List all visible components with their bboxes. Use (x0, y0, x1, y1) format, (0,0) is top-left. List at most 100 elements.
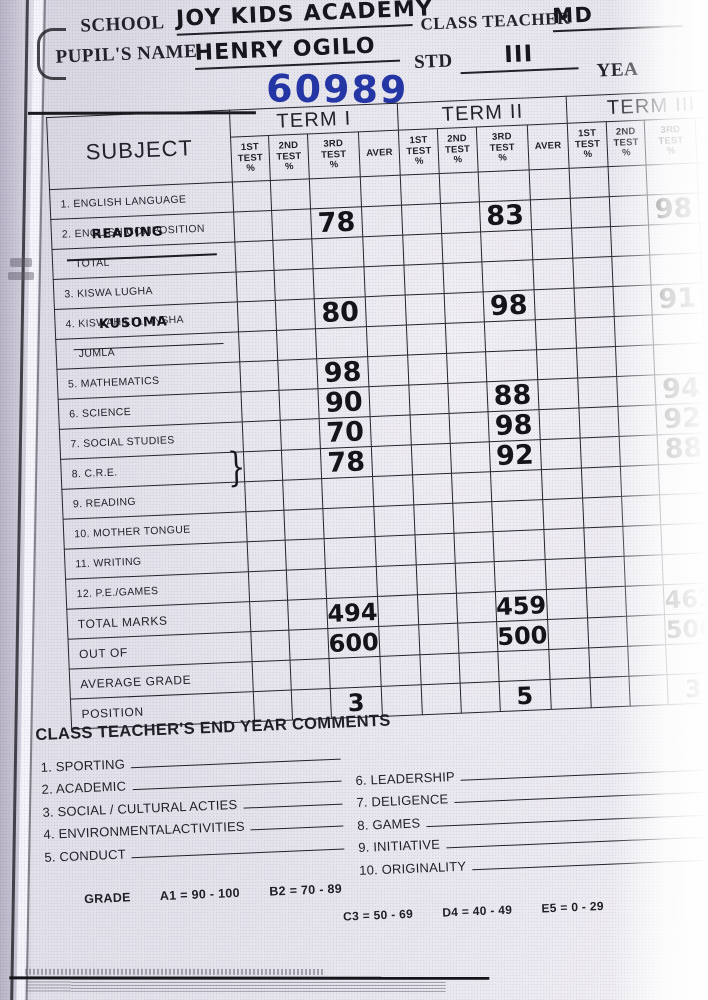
score-cell-t2-3[interactable]: 98 (487, 409, 540, 442)
comment-right-write-line[interactable] (426, 813, 708, 827)
score-cell-t1-3[interactable] (325, 566, 378, 599)
score-cell-t3-4[interactable] (697, 161, 708, 193)
score-cell-t1-3[interactable]: 494 (326, 596, 379, 629)
score-cell-t1-2[interactable] (287, 598, 328, 631)
score-cell-t1-1[interactable] (232, 180, 272, 213)
comment-right-write-line[interactable] (446, 835, 708, 849)
score-cell-t1-1[interactable] (234, 240, 275, 272)
score-cell-t1-3[interactable] (309, 176, 362, 209)
score-cell-t2-3[interactable] (491, 499, 544, 532)
score-cell-t1-2[interactable] (279, 388, 319, 421)
score-cell-t2-3[interactable] (492, 529, 545, 562)
score-cell-t3-3[interactable] (662, 552, 708, 585)
score-cell-t2-2[interactable] (439, 171, 479, 204)
score-cell-t3-1[interactable] (584, 526, 624, 558)
score-cell-t3-1[interactable] (580, 436, 621, 468)
score-cell-t2-4[interactable] (546, 587, 588, 620)
score-cell-t1-2[interactable] (274, 268, 315, 301)
score-cell-t3-2[interactable] (612, 284, 653, 317)
score-cell-t2-4[interactable] (547, 617, 589, 650)
score-cell-t2-4[interactable] (543, 527, 586, 560)
score-cell-t2-4[interactable] (548, 647, 591, 680)
score-cell-t1-4[interactable] (373, 504, 416, 537)
score-cell-t2-2[interactable] (455, 561, 495, 594)
score-cell-t2-4[interactable] (538, 408, 581, 440)
score-cell-t3-1[interactable] (572, 256, 613, 289)
class-teacher-value[interactable]: MD (551, 0, 683, 33)
score-cell-t2-2[interactable] (447, 381, 488, 414)
score-cell-t3-3[interactable]: 92 (656, 403, 708, 435)
score-cell-t1-1[interactable] (251, 660, 292, 692)
score-cell-t1-3[interactable]: 80 (314, 296, 367, 329)
score-cell-t1-1[interactable] (241, 420, 282, 452)
score-cell-t3-3[interactable] (646, 162, 699, 196)
score-cell-t1-4[interactable] (379, 654, 422, 687)
comment-left-write-line[interactable] (243, 803, 343, 809)
score-cell-t1-3[interactable]: 70 (318, 416, 372, 449)
score-cell-t3-1[interactable] (579, 406, 619, 439)
score-cell-t2-1[interactable] (405, 293, 446, 326)
score-cell-t1-2[interactable] (289, 628, 329, 661)
score-cell-t2-4[interactable] (530, 198, 572, 230)
score-cell-t3-3[interactable] (652, 312, 705, 345)
score-cell-t2-3[interactable] (480, 229, 533, 262)
score-cell-t2-3[interactable] (490, 469, 543, 502)
score-cell-t3-1[interactable] (576, 346, 617, 379)
score-cell-t2-2[interactable] (453, 531, 494, 564)
score-cell-t2-4[interactable] (539, 438, 582, 470)
score-cell-t3-1[interactable] (586, 586, 627, 618)
score-cell-t1-3[interactable] (323, 536, 377, 569)
score-cell-t1-2[interactable] (270, 178, 311, 211)
score-cell-t1-1[interactable] (250, 630, 291, 662)
score-cell-t2-2[interactable] (442, 261, 483, 294)
score-cell-t3-4[interactable] (699, 221, 708, 253)
score-cell-t3-4[interactable] (703, 311, 708, 343)
score-cell-t1-2[interactable] (273, 238, 313, 271)
score-cell-t2-4[interactable] (534, 318, 577, 350)
score-cell-t2-2[interactable] (457, 621, 498, 654)
score-cell-t3-3[interactable] (658, 462, 708, 495)
score-cell-t2-2[interactable] (444, 291, 484, 324)
score-cell-t3-1[interactable] (575, 316, 616, 349)
score-cell-t3-2[interactable] (609, 195, 649, 227)
score-cell-t1-3[interactable] (322, 506, 375, 539)
score-cell-t2-1[interactable] (401, 203, 442, 236)
score-cell-t2-2[interactable] (445, 321, 486, 354)
comment-left-write-line[interactable] (131, 758, 341, 768)
score-cell-t1-2[interactable] (284, 508, 324, 541)
std-value[interactable]: III (459, 39, 579, 75)
score-cell-t1-2[interactable] (276, 328, 317, 361)
score-cell-t1-1[interactable] (239, 360, 280, 392)
score-cell-t2-2[interactable] (458, 651, 499, 684)
score-cell-t3-1[interactable] (581, 466, 622, 498)
score-cell-t1-1[interactable] (248, 570, 288, 602)
score-cell-t3-3[interactable] (650, 252, 703, 285)
score-cell-t1-3[interactable] (315, 326, 368, 359)
comment-left-write-line[interactable] (132, 780, 342, 791)
score-cell-t2-1[interactable] (415, 533, 456, 565)
score-cell-t3-2[interactable] (625, 584, 665, 617)
score-cell-t1-2[interactable] (275, 298, 316, 331)
score-cell-t3-2[interactable] (622, 524, 663, 557)
score-cell-t2-3[interactable] (483, 319, 537, 352)
score-cell-t2-3[interactable]: 88 (486, 379, 539, 412)
score-cell-t3-2[interactable] (617, 404, 658, 437)
score-cell-t1-3[interactable] (328, 656, 382, 689)
score-cell-t2-1[interactable] (417, 593, 458, 625)
score-cell-t3-3[interactable]: 500 (664, 612, 708, 645)
score-cell-t1-4[interactable] (368, 384, 411, 417)
score-cell-t2-1[interactable] (410, 413, 451, 445)
score-cell-t1-3[interactable] (312, 266, 366, 299)
score-cell-t1-3[interactable]: 90 (317, 386, 371, 419)
score-cell-t1-3[interactable]: 78 (310, 207, 363, 239)
comment-right-write-line[interactable] (460, 768, 708, 781)
score-cell-t2-3[interactable]: 92 (488, 439, 542, 472)
score-cell-t3-4[interactable] (698, 191, 708, 223)
score-cell-t3-1[interactable] (582, 496, 623, 528)
score-cell-t2-3[interactable]: 459 (494, 589, 548, 622)
score-cell-t3-4[interactable] (702, 281, 708, 313)
score-cell-t2-3[interactable]: 83 (478, 200, 532, 232)
score-cell-t1-1[interactable] (245, 510, 286, 542)
score-cell-t2-4[interactable] (532, 258, 575, 290)
score-cell-t2-4[interactable] (533, 288, 576, 320)
